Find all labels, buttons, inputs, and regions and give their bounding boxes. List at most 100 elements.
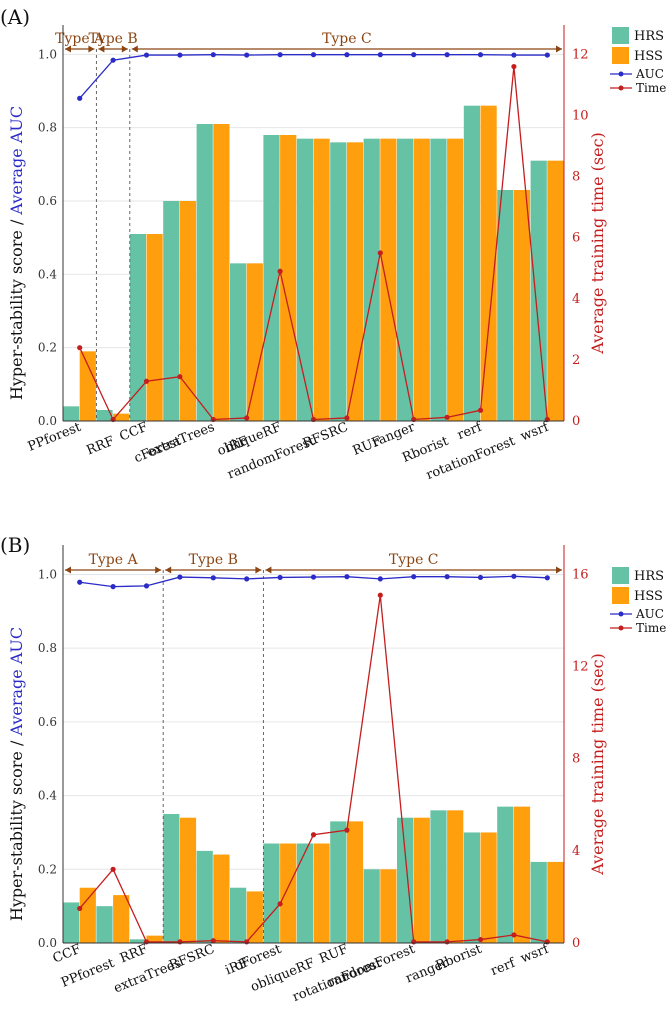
bar-hrs [363,869,380,943]
type-arrowhead [88,45,95,53]
bar-hss [79,887,96,943]
type-label: Type B [189,552,238,568]
y-axis-label-right: Average training time (sec) [588,653,607,876]
y2-tick-label: 6 [572,231,580,246]
type-label: Type A [55,31,105,47]
bar-hrs [330,821,347,943]
panel-label: (A) [0,5,30,29]
time-point [177,939,183,945]
auc-point [177,574,183,580]
legend-marker-auc [618,71,624,77]
type-arrowhead [255,566,262,574]
bar-hrs [363,138,380,421]
bar-hrs [430,138,447,421]
bar-hss [413,138,430,421]
y-tick-label: 1.0 [38,47,57,61]
auc-point [444,52,450,58]
auc-point [310,574,317,580]
y-axis-label-left: Hyper-stability score / Average AUC [7,106,26,400]
y2-tick-label: 2 [572,353,580,368]
legend-swatch-hss [612,47,629,64]
legend-label-hss: HSS [634,589,663,604]
panel-b: 0.0 0.2 0.4 0.6 0.8 1.0 0 4 8 12 16 Type A Type B Typ… [0,533,666,1005]
y2-tick-label: 4 [572,844,580,859]
y2-tick-label: 12 [572,47,589,62]
category-label: Rborist [434,942,485,974]
bar-hrs [129,939,146,943]
time-point [277,268,283,274]
legend-label-hrs: HRS [634,29,664,44]
legend-marker-time [618,625,624,631]
time-point [277,901,283,907]
legend-label-auc: AUC [635,67,664,81]
y-axis-label-part1: Hyper-stability score / [7,736,26,922]
auc-point [143,52,150,58]
category-label: ranger [370,420,418,451]
auc-point [277,52,283,58]
category-label: rerf [455,419,485,443]
y-axis-label-right: Average training time (sec) [588,132,607,355]
bar-hrs [163,201,180,421]
auc-point [177,52,183,58]
bar-hrs [430,810,447,943]
legend-swatch-hrs [612,27,629,44]
bar-hrs [63,406,80,421]
category-label: extraTrees [145,420,217,461]
bar-hrs [230,263,247,421]
bar-hss [380,869,397,943]
time-point [444,414,450,420]
type-arrowhead [98,45,105,53]
bar-hrs [397,138,414,421]
time-point [511,63,517,70]
type-arrowhead [131,45,138,53]
auc-point [310,52,317,58]
auc-point [210,575,216,581]
legend-swatch-hrs [612,567,629,584]
y-axis-label-part1: Hyper-stability score / [7,215,26,401]
category-label: RFSRC [301,420,351,452]
auc-point [77,579,83,585]
bar-hss [413,817,430,943]
time-point [110,866,116,872]
category-label: wsrf [518,419,551,444]
auc-point [511,573,517,579]
category-label: wsrf [518,941,551,966]
auc-point [477,52,484,58]
bar-hrs [296,138,313,421]
auc-point [544,575,550,581]
auc-point [411,52,417,58]
category-label: RUF [317,942,350,967]
time-point [477,936,484,943]
bar-hss [480,832,497,943]
bar-hss [547,861,564,943]
bar-hrs [63,902,80,943]
bar-hrs [397,817,414,943]
y-tick-label: 0.6 [38,194,57,208]
auc-point [411,574,417,580]
y2-tick-label: 0 [572,936,580,951]
legend-marker-auc [618,611,624,617]
bar-hss [179,201,197,421]
category-label: RRF [84,434,116,459]
bar-hrs [96,410,113,421]
auc-point [477,574,484,581]
time-point [77,345,83,351]
y2-tick-label: 16 [572,567,589,582]
bar-hss [213,854,230,943]
time-point [377,592,383,598]
bar-hss [447,810,464,943]
bar-hss [246,263,263,421]
category-label: rerf [489,955,519,979]
y-tick-label: 0.6 [38,715,57,729]
bar-hss [346,821,364,943]
auc-point [244,52,250,58]
bar-hss [113,895,130,943]
auc-point [377,576,383,582]
bar-hrs [463,832,480,943]
type-label: Type C [389,552,439,568]
type-arrowhead [556,45,562,53]
bar-hrs [330,142,347,422]
y2-tick-label: 0 [572,414,580,429]
time-point [177,374,183,380]
